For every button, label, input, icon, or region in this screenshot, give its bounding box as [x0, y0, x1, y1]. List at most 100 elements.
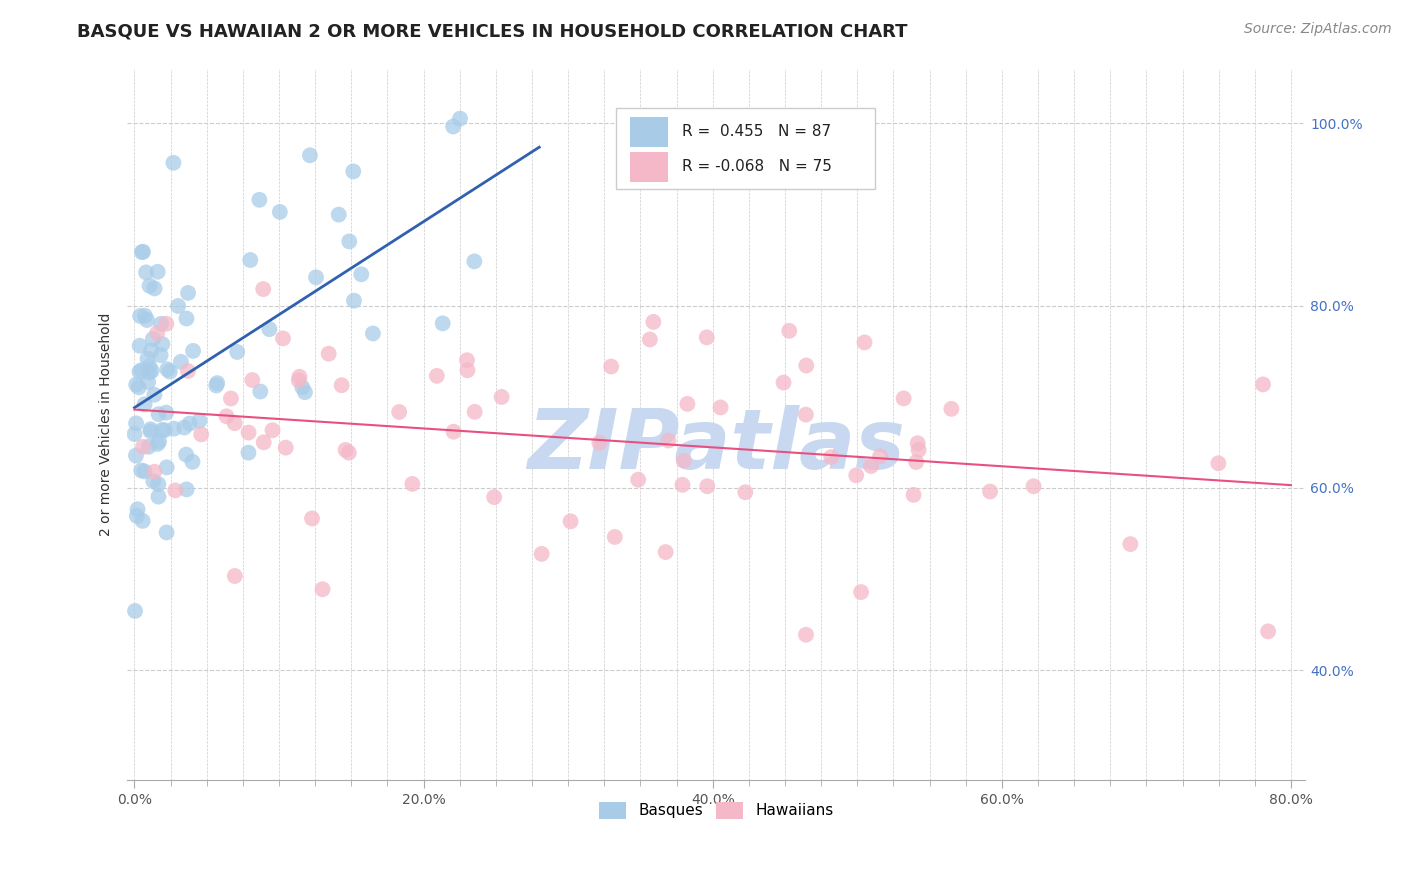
Point [146, 265, 169, 279]
Point [148, 477, 170, 491]
Point [482, 490, 505, 504]
Legend: Basques, Hawaiians: Basques, Hawaiians [593, 796, 839, 825]
Point [124, 427, 146, 442]
Point [150, 423, 173, 437]
Point [159, 365, 181, 379]
Point [163, 422, 186, 436]
Point [342, 164, 364, 178]
Point [156, 460, 179, 475]
Point [259, 322, 281, 336]
Point [143, 465, 166, 479]
Point [343, 293, 366, 308]
Point [794, 408, 817, 422]
Point [138, 359, 160, 374]
Point [125, 417, 148, 431]
Point [432, 317, 454, 331]
Point [148, 490, 170, 504]
Point [252, 282, 274, 296]
Point [269, 205, 291, 219]
Point [146, 437, 169, 451]
Point [132, 244, 155, 259]
Point [456, 363, 478, 377]
Point [226, 345, 249, 359]
Point [127, 502, 149, 516]
Point [311, 582, 333, 597]
Point [778, 324, 800, 338]
Point [129, 463, 152, 477]
FancyBboxPatch shape [616, 108, 876, 189]
Point [328, 208, 350, 222]
Point [979, 484, 1001, 499]
Point [298, 148, 321, 162]
Point [1208, 456, 1230, 470]
Point [138, 440, 160, 454]
Point [142, 332, 165, 346]
Point [125, 449, 148, 463]
Point [401, 476, 423, 491]
Text: R = -0.068   N = 75: R = -0.068 N = 75 [682, 159, 832, 174]
Point [176, 311, 198, 326]
Point [153, 423, 176, 437]
Point [224, 569, 246, 583]
Point [131, 245, 153, 260]
Point [463, 254, 485, 268]
Point [941, 401, 963, 416]
Point [671, 477, 693, 491]
Point [893, 392, 915, 406]
Point [156, 362, 179, 376]
Point [249, 384, 271, 399]
Point [853, 335, 876, 350]
Point [215, 409, 238, 424]
Point [165, 483, 187, 498]
Point [162, 156, 184, 170]
Point [464, 405, 486, 419]
Point [170, 355, 193, 369]
Point [125, 377, 148, 392]
Point [134, 397, 156, 411]
Point [238, 445, 260, 459]
Point [287, 373, 309, 387]
Point [643, 315, 665, 329]
Point [603, 530, 626, 544]
Point [794, 359, 817, 373]
Point [734, 485, 756, 500]
Point [135, 265, 157, 279]
Y-axis label: 2 or more Vehicles in Household: 2 or more Vehicles in Household [100, 312, 114, 536]
Point [131, 514, 153, 528]
Point [150, 317, 173, 331]
Point [772, 376, 794, 390]
Point [426, 368, 449, 383]
Point [125, 508, 148, 523]
Text: ZIPatlas: ZIPatlas [527, 405, 905, 486]
Point [696, 330, 718, 344]
Point [136, 375, 159, 389]
Point [672, 454, 695, 468]
Point [141, 364, 163, 378]
Point [205, 378, 228, 392]
Point [181, 455, 204, 469]
Point [638, 333, 661, 347]
Point [143, 281, 166, 295]
Point [238, 425, 260, 440]
Point [219, 392, 242, 406]
Point [449, 112, 471, 126]
Point [128, 365, 150, 379]
Point [869, 450, 891, 464]
Point [291, 380, 314, 394]
Point [136, 351, 159, 366]
Point [240, 373, 263, 387]
Point [337, 445, 360, 459]
Point [1119, 537, 1142, 551]
Point [124, 604, 146, 618]
Point [859, 458, 882, 473]
Point [148, 407, 170, 421]
Point [335, 442, 357, 457]
Point [141, 343, 163, 358]
Point [205, 376, 228, 390]
Point [188, 414, 211, 428]
Point [149, 348, 172, 362]
Point [709, 401, 731, 415]
Text: BASQUE VS HAWAIIAN 2 OR MORE VEHICLES IN HOUSEHOLD CORRELATION CHART: BASQUE VS HAWAIIAN 2 OR MORE VEHICLES IN… [77, 22, 908, 40]
Point [337, 235, 360, 249]
Point [190, 427, 212, 442]
